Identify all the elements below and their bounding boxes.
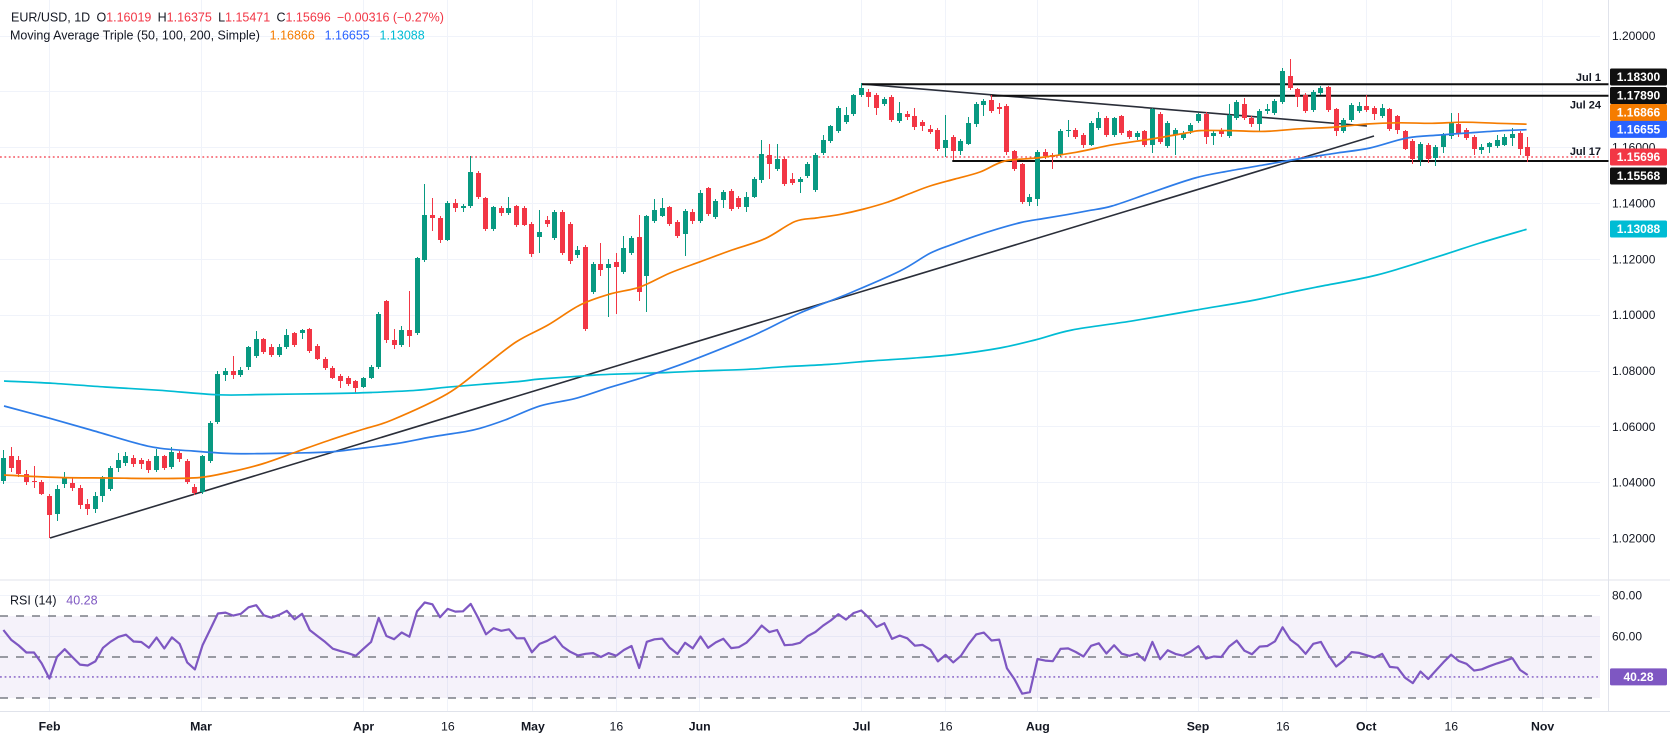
svg-text:Jun: Jun <box>689 720 711 734</box>
svg-text:Jul 24: Jul 24 <box>1570 100 1602 112</box>
svg-text:Mar: Mar <box>190 720 212 734</box>
svg-text:1.16866: 1.16866 <box>1617 106 1661 120</box>
svg-text:Jul 17: Jul 17 <box>1570 146 1601 158</box>
svg-text:1.08000: 1.08000 <box>1612 364 1656 378</box>
svg-text:RSI (14) 40.28: RSI (14) 40.28 <box>10 594 98 608</box>
svg-text:16: 16 <box>939 720 953 734</box>
svg-text:Moving Average Triple (50, 100: Moving Average Triple (50, 100, 200, Sim… <box>10 29 425 43</box>
svg-text:1.10000: 1.10000 <box>1612 308 1656 322</box>
svg-text:1.15568: 1.15568 <box>1617 169 1661 183</box>
svg-text:16: 16 <box>1444 720 1458 734</box>
svg-text:80.00: 80.00 <box>1612 589 1642 603</box>
svg-text:1.06000: 1.06000 <box>1612 420 1656 434</box>
svg-text:16: 16 <box>441 720 455 734</box>
svg-text:Aug: Aug <box>1026 720 1050 734</box>
svg-text:60.00: 60.00 <box>1612 630 1642 644</box>
svg-text:16: 16 <box>610 720 624 734</box>
svg-text:1.12000: 1.12000 <box>1612 252 1656 266</box>
svg-text:40.28: 40.28 <box>1623 670 1653 684</box>
svg-text:1.02000: 1.02000 <box>1612 532 1656 546</box>
svg-text:1.18300: 1.18300 <box>1617 70 1661 84</box>
svg-text:EUR/USD, 1D O1.16019 H1.16375: EUR/USD, 1D O1.16019 H1.16375 L1.15471 C… <box>11 11 444 25</box>
svg-text:May: May <box>521 720 545 734</box>
svg-text:1.20000: 1.20000 <box>1612 29 1656 43</box>
svg-text:Sep: Sep <box>1187 720 1210 734</box>
svg-text:1.17890: 1.17890 <box>1617 89 1661 103</box>
svg-text:1.15696: 1.15696 <box>1617 150 1661 164</box>
svg-text:Jul: Jul <box>853 720 871 734</box>
svg-text:Jul 1: Jul 1 <box>1576 72 1601 84</box>
svg-text:1.16655: 1.16655 <box>1617 122 1661 136</box>
svg-text:Oct: Oct <box>1356 720 1377 734</box>
svg-text:1.04000: 1.04000 <box>1612 476 1656 490</box>
svg-text:1.13088: 1.13088 <box>1617 222 1661 236</box>
svg-text:1.14000: 1.14000 <box>1612 197 1656 211</box>
svg-text:Apr: Apr <box>353 720 374 734</box>
svg-text:Nov: Nov <box>1531 720 1554 734</box>
svg-text:16: 16 <box>1276 720 1290 734</box>
svg-text:Feb: Feb <box>39 720 61 734</box>
